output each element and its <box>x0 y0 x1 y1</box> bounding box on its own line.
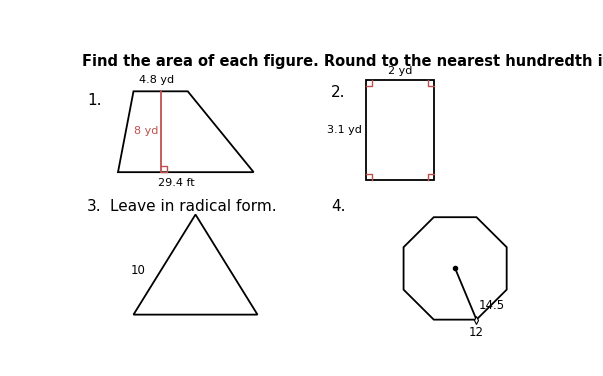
Text: 29.4 ft: 29.4 ft <box>158 177 194 188</box>
Text: 4.8 yd: 4.8 yd <box>139 75 174 85</box>
Text: 2 yd: 2 yd <box>388 66 412 76</box>
Text: 8 yd: 8 yd <box>134 126 159 136</box>
Text: 12: 12 <box>469 326 484 339</box>
Text: Find the area of each figure. Round to the nearest hundredth if needed.: Find the area of each figure. Round to t… <box>81 55 603 69</box>
Text: 10: 10 <box>130 264 145 277</box>
Text: 1.: 1. <box>87 93 101 108</box>
Bar <box>366 80 434 180</box>
Text: 4.: 4. <box>331 199 346 214</box>
Text: 14.5: 14.5 <box>479 299 505 312</box>
Text: 3.: 3. <box>87 199 102 214</box>
Text: 3.1 yd: 3.1 yd <box>327 125 362 135</box>
Text: 2.: 2. <box>331 85 346 100</box>
Text: Leave in radical form.: Leave in radical form. <box>110 199 277 214</box>
